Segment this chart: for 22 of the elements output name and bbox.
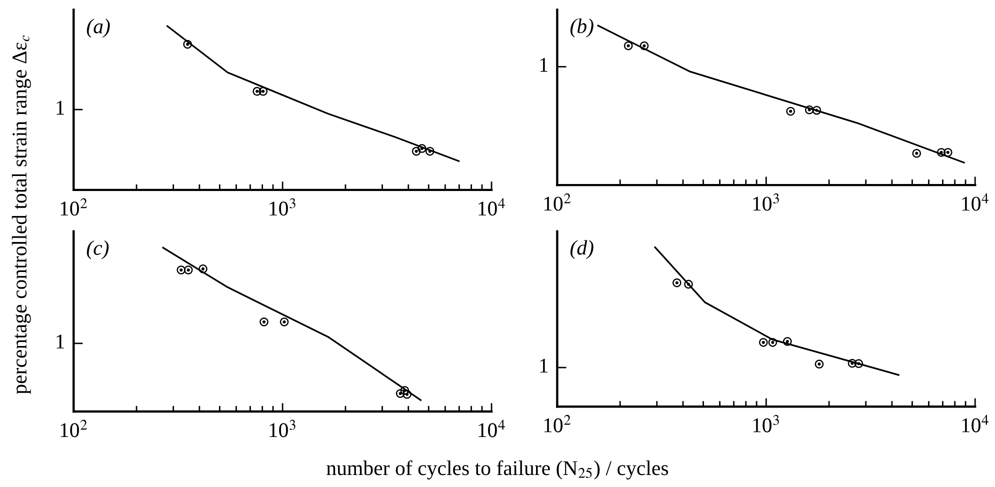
y-axis-title: percentage controlled total strain range Δε$_{c}$ bbox=[12, 35, 31, 394]
x-tick-label: 10$^{3}$ bbox=[753, 414, 779, 432]
x-tick-label: 10$^{2}$ bbox=[544, 193, 571, 211]
x-tick-label: 10$^{3}$ bbox=[270, 198, 296, 216]
annotation: (d) bbox=[570, 240, 594, 259]
x-tick-label: 10$^{2}$ bbox=[60, 420, 88, 438]
text: 1 bbox=[56, 334, 64, 348]
text: 1 bbox=[540, 358, 548, 373]
x-tick-label: 10$^{4}$ bbox=[478, 198, 505, 216]
x-tick-label: 10$^{2}$ bbox=[544, 414, 571, 432]
annotation: (c) bbox=[86, 240, 109, 260]
x-axis-title: number of cycles to failure (N$_{25}$) / cycles bbox=[326, 460, 668, 480]
text: 1 bbox=[56, 100, 64, 115]
text: 1 bbox=[540, 58, 548, 72]
x-tick-label: 10$^{3}$ bbox=[753, 193, 779, 211]
annotation: (a) bbox=[86, 18, 110, 38]
x-tick-label: 10$^{2}$ bbox=[60, 198, 88, 216]
annotation: (b) bbox=[570, 18, 594, 38]
x-tick-label: 10$^{4}$ bbox=[478, 420, 505, 438]
x-tick-label: 10$^{4}$ bbox=[962, 193, 988, 211]
x-tick-label: 10$^{4}$ bbox=[962, 414, 988, 432]
x-tick-label: 10$^{3}$ bbox=[270, 420, 296, 438]
